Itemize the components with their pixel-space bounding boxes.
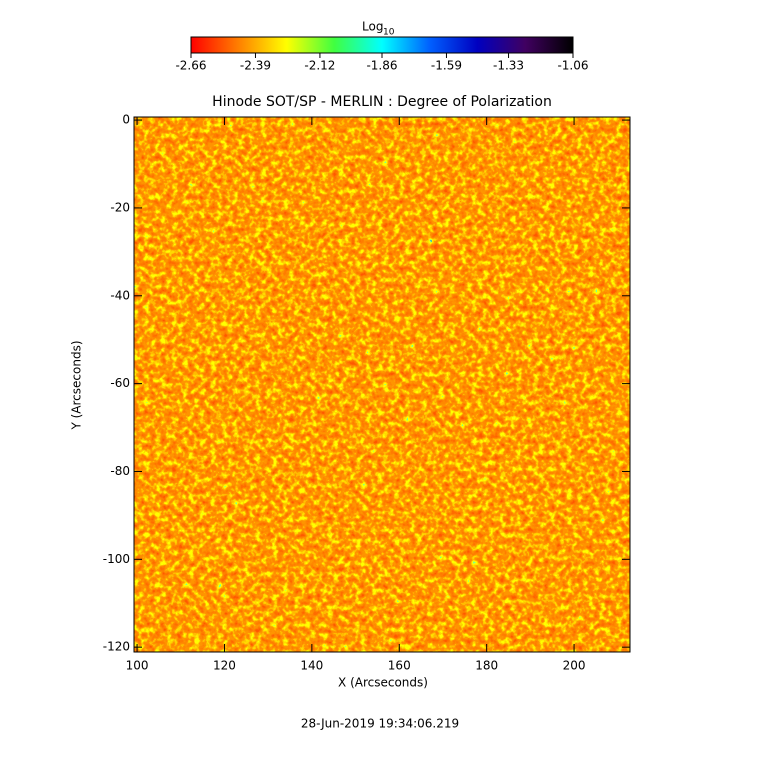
x-tick-label: 200 — [563, 659, 586, 673]
y-axis-label: Y (Arcseconds) — [70, 340, 84, 430]
x-axis-label: X (Arcseconds) — [338, 676, 428, 690]
timestamp: 28-Jun-2019 19:34:06.219 — [301, 717, 459, 731]
y-tick-label: -40 — [110, 288, 130, 302]
colorbar — [190, 36, 574, 54]
x-tick-label: 120 — [213, 659, 236, 673]
x-tick-label: 180 — [475, 659, 498, 673]
y-tick-label: 0 — [122, 113, 130, 127]
colorbar-tick-label: -1.06 — [557, 59, 588, 73]
y-tick-label: -20 — [110, 200, 130, 214]
colorbar-tick-label: -1.59 — [431, 59, 462, 73]
x-tick-label: 140 — [300, 659, 323, 673]
colorbar-tick-label: -2.12 — [304, 59, 335, 73]
colorbar-tick-label: -2.39 — [240, 59, 271, 73]
y-tick-label: -80 — [110, 464, 130, 478]
x-tick-label: 160 — [388, 659, 411, 673]
chart-title: Hinode SOT/SP - MERLIN : Degree of Polar… — [212, 94, 552, 110]
y-tick-label: -60 — [110, 376, 130, 390]
colorbar-tick-label: -2.66 — [175, 59, 206, 73]
colorbar-title: Log — [362, 20, 383, 34]
y-tick-label: -120 — [103, 640, 130, 654]
colorbar-tick-label: -1.33 — [493, 59, 524, 73]
polarization-image — [134, 117, 630, 652]
colorbar-title-subscript: 10 — [383, 28, 395, 38]
y-tick-label: -100 — [103, 552, 130, 566]
plot-frame — [133, 116, 631, 653]
colorbar-tick-label: -1.86 — [366, 59, 397, 73]
x-tick-label: 100 — [126, 659, 149, 673]
